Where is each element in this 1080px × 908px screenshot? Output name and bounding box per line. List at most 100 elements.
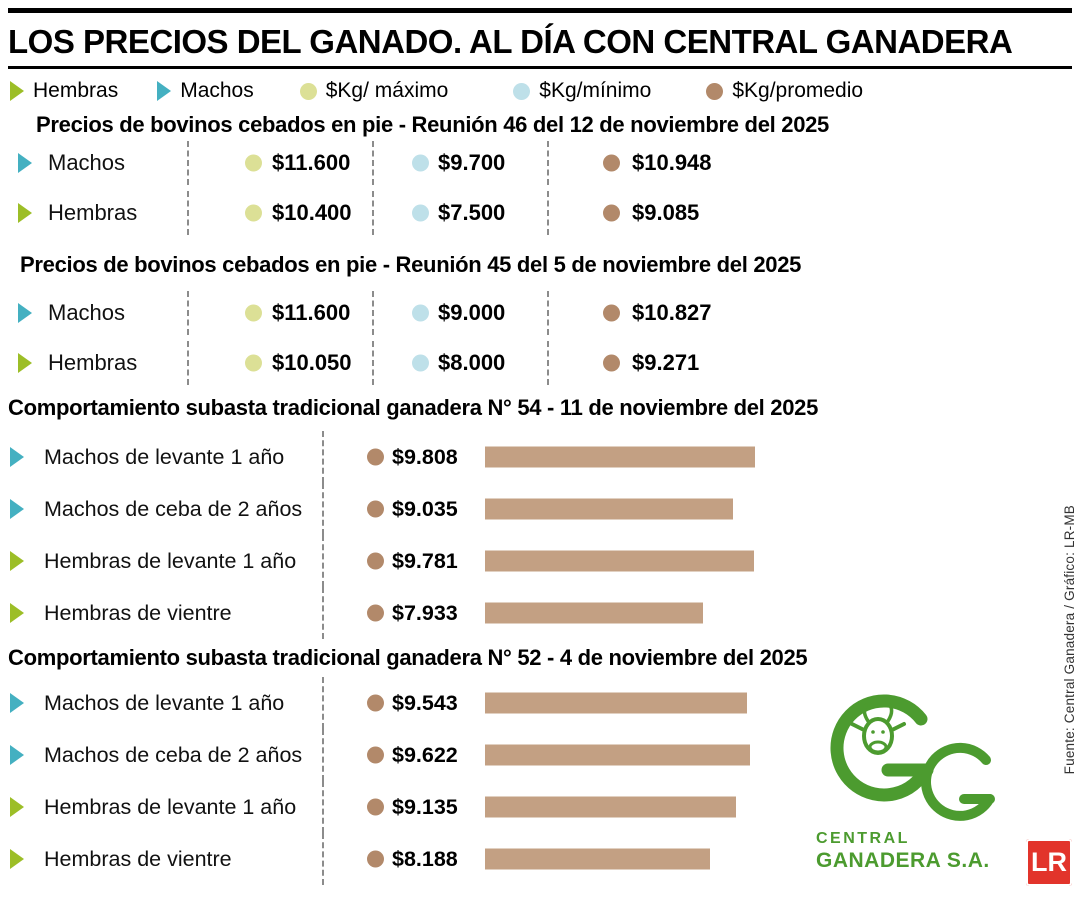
bar-row: Machos de levante 1 año $9.543 (0, 677, 1080, 729)
machos-arrow-icon (18, 303, 32, 323)
legend-item-hembras: Hembras (10, 79, 118, 103)
title-rule (8, 66, 1072, 69)
machos-arrow-icon (18, 153, 32, 173)
divider (547, 141, 549, 185)
avg-price-dot-icon (367, 500, 384, 518)
row-label: Machos de levante 1 año (44, 445, 285, 469)
min-price-dot-icon (412, 154, 429, 172)
min-price-value: $8.000 (438, 350, 506, 375)
section-heading-subasta-54: Comportamiento subasta tradicional ganad… (8, 395, 819, 420)
machos-arrow-icon (157, 81, 172, 101)
divider (322, 781, 324, 833)
price-row-hembras: Hembras $10.400 $7.500 $9.085 (0, 188, 1080, 238)
hembras-arrow-icon (10, 81, 24, 101)
divider (322, 431, 324, 483)
hembras-arrow-icon (10, 849, 24, 869)
hembras-arrow-icon (18, 203, 32, 223)
row-label: Hembras de vientre (44, 601, 232, 625)
divider (372, 341, 374, 385)
min-price-value: $9.700 (438, 150, 506, 175)
top-rule (8, 8, 1072, 13)
row-label: Hembras de vientre (44, 847, 232, 871)
source-credit: Fuente: Central Ganadera / Gráfico: LR-M… (1062, 505, 1077, 775)
avg-price-value: $8.188 (392, 847, 458, 871)
bar-row: Machos de ceba de 2 años $9.035 (0, 483, 1080, 535)
section-heading-subasta-52: Comportamiento subasta tradicional ganad… (8, 645, 808, 670)
legend-label-machos: Machos (180, 79, 254, 102)
bar-row: Hembras de levante 1 año $9.135 (0, 781, 1080, 833)
divider (372, 191, 374, 235)
bar-row: Machos de ceba de 2 años $9.622 (0, 729, 1080, 781)
max-price-value: $11.600 (272, 150, 351, 175)
legend-item-maximo: $Kg/ máximo (299, 79, 449, 103)
bar-row: Hembras de vientre $7.933 (0, 587, 1080, 639)
divider (322, 483, 324, 535)
min-price-dot-icon (412, 204, 429, 222)
row-label: Machos de ceba de 2 años (44, 743, 303, 767)
divider (322, 587, 324, 639)
price-bar (485, 602, 703, 624)
avg-price-value: $9.622 (392, 743, 458, 767)
min-price-dot-icon (513, 82, 531, 100)
avg-price-value: $7.933 (392, 601, 458, 625)
divider (372, 141, 374, 185)
avg-price-value: $9.808 (392, 445, 458, 469)
avg-price-value: $9.271 (632, 350, 700, 375)
divider (547, 291, 549, 335)
section-reunion-45: Machos $11.600 $9.000 $10.827 Hembras $1… (0, 288, 1080, 388)
bar-row: Hembras de vientre $8.188 (0, 833, 1080, 885)
avg-price-dot-icon (603, 354, 620, 372)
legend-label-hembras: Hembras (33, 79, 119, 102)
max-price-value: $10.050 (272, 350, 352, 375)
avg-price-dot-icon (367, 850, 384, 868)
legend-label-promedio: $Kg/promedio (732, 79, 864, 102)
price-bar (485, 498, 733, 520)
avg-price-dot-icon (367, 448, 384, 466)
max-price-dot-icon (245, 354, 262, 372)
legend: Hembras Machos $Kg/ máximo $Kg/mínimo $K… (10, 78, 1080, 104)
central-ganadera-logo-icon (830, 694, 995, 821)
price-bar (485, 692, 747, 714)
row-label: Machos (48, 300, 126, 325)
logo-text-central: CENTRAL (816, 830, 910, 847)
legend-label-maximo: $Kg/ máximo (325, 79, 449, 102)
avg-price-dot-icon (603, 154, 620, 172)
hembras-arrow-icon (10, 797, 24, 817)
machos-arrow-icon (10, 693, 24, 713)
min-price-value: $7.500 (438, 200, 506, 225)
min-price-dot-icon (412, 354, 429, 372)
divider (322, 729, 324, 781)
lr-logo: LR (1026, 839, 1072, 886)
divider (187, 341, 189, 385)
avg-price-dot-icon (367, 694, 384, 712)
divider (187, 291, 189, 335)
avg-price-value: $9.135 (392, 795, 458, 819)
section-reunion-46: Machos $11.600 $9.700 $10.948 Hembras $1… (0, 138, 1080, 238)
divider (187, 141, 189, 185)
avg-price-dot-icon (603, 304, 620, 322)
max-price-dot-icon (245, 154, 262, 172)
hembras-arrow-icon (18, 353, 32, 373)
legend-item-minimo: $Kg/mínimo (513, 79, 651, 103)
legend-item-promedio: $Kg/promedio (706, 79, 863, 103)
divider (547, 191, 549, 235)
legend-item-machos: Machos (157, 79, 254, 103)
row-label: Hembras (48, 350, 138, 375)
avg-price-dot-icon (706, 82, 724, 100)
price-row-machos: Machos $11.600 $9.000 $10.827 (0, 288, 1080, 338)
divider (322, 833, 324, 885)
divider (372, 291, 374, 335)
infographic-cattle-prices: { "title": "LOS PRECIOS DEL GANADO. AL D… (0, 8, 1080, 908)
min-price-value: $9.000 (438, 300, 506, 325)
row-label: Machos de levante 1 año (44, 691, 285, 715)
price-row-machos: Machos $11.600 $9.700 $10.948 (0, 138, 1080, 188)
avg-price-value: $10.827 (632, 300, 712, 325)
min-price-dot-icon (412, 304, 429, 322)
avg-price-dot-icon (603, 204, 620, 222)
price-bar (485, 744, 750, 766)
divider (547, 341, 549, 385)
avg-price-value: $9.085 (632, 200, 700, 225)
max-price-dot-icon (299, 82, 317, 100)
max-price-value: $11.600 (272, 300, 351, 325)
section-subasta-54: Machos de levante 1 año $9.808 Machos de… (0, 431, 1080, 639)
